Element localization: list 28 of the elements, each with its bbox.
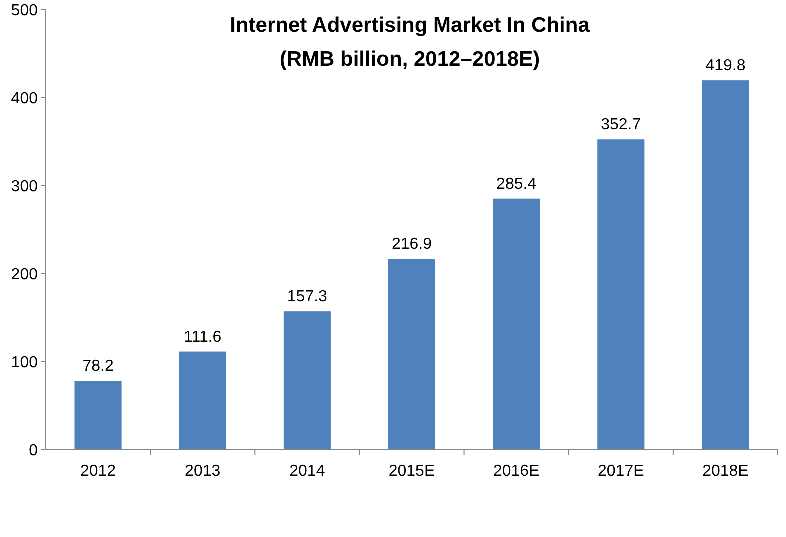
y-tick-label: 200 [11,266,38,284]
y-tick-label: 500 [11,2,38,20]
x-tick-label: 2012 [80,463,116,480]
bar [493,198,540,450]
data-label: 419.8 [706,58,746,75]
x-tick-label: 2017E [598,463,644,480]
x-tick-label: 2018E [702,463,749,480]
data-label: 352.7 [601,116,642,134]
x-tick-label: 2013 [185,463,221,480]
bar [74,381,122,450]
data-label: 78.2 [82,358,114,376]
y-tick-label: 300 [11,178,38,196]
y-tick-label: 0 [29,442,38,460]
x-tick-label: 2016E [493,463,540,480]
x-tick-label: 2014 [290,463,326,480]
text: Internet Advertising Market In China (RMB billion, 2012–2018E) [230,14,590,71]
x-tick-label: 2015E [388,463,436,480]
bar [702,80,750,450]
bar [598,140,645,450]
data-label: 216.9 [392,236,432,254]
data-label: 285.4 [496,176,537,193]
y-tick-label: 100 [11,354,38,372]
bar [284,312,331,450]
bar [179,352,226,450]
y-tick-label: 400 [11,90,38,108]
bar [388,259,436,450]
data-label: 157.3 [287,288,328,306]
data-label: 111.6 [184,328,222,346]
